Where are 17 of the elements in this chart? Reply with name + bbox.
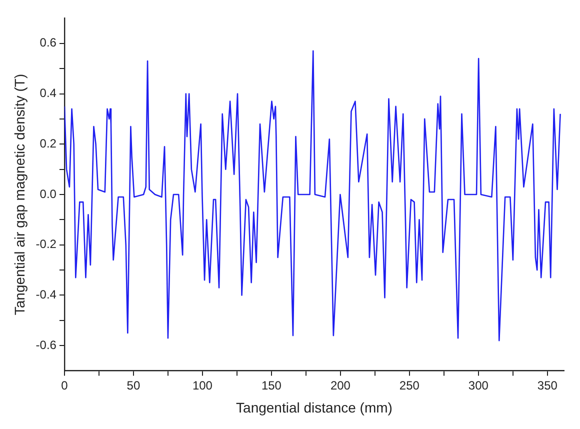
x-tick-label: 250: [399, 378, 420, 392]
x-tick-label: 100: [192, 378, 213, 392]
y-tick-label: -0.2: [36, 237, 57, 252]
y-tick-label: 0.6: [40, 36, 57, 50]
y-tick-label: 0.2: [40, 136, 57, 150]
x-tick-label: 200: [330, 378, 351, 392]
y-tick-label: 0.4: [40, 86, 57, 100]
x-tick-label: 50: [126, 378, 140, 392]
y-tick-label: -0.4: [36, 288, 57, 302]
x-tick-label: 150: [261, 378, 282, 392]
y-tick-label: 0.0: [40, 186, 57, 201]
x-axis-title: Tangential distance (mm): [236, 399, 392, 416]
x-tick-label: 0: [61, 378, 68, 392]
y-axis-title: Tangential air gap magnetic density (T): [11, 74, 28, 316]
x-tick-label: 350: [537, 378, 558, 392]
x-tick-label: 300: [468, 378, 489, 392]
y-tick-label: -0.6: [36, 338, 57, 352]
